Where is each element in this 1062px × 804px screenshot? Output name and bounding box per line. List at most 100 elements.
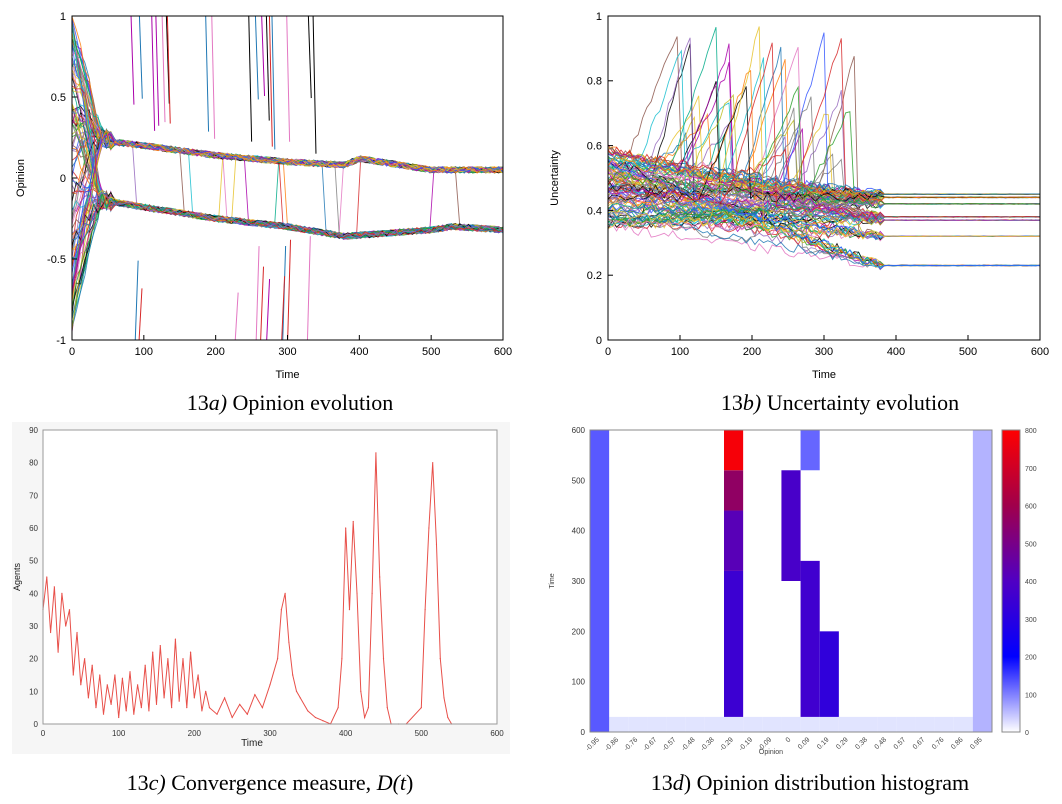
y-tick-label: 0 — [581, 728, 586, 737]
data-point — [136, 684, 139, 686]
y-tick-label: 0.4 — [587, 205, 602, 217]
data-point — [299, 697, 301, 699]
heat-band — [724, 570, 744, 717]
y-tick-label: 50 — [29, 557, 38, 566]
opinion-trajectory — [205, 16, 210, 132]
heat-cell — [915, 716, 935, 732]
data-point — [49, 631, 52, 634]
opinion-trajectory — [281, 276, 286, 340]
x-tick-label: 0.19 — [816, 736, 831, 751]
y-tick-label: 0.8 — [587, 76, 602, 88]
y-tick-label: 500 — [572, 476, 586, 485]
uncertainty-trajectory — [608, 153, 1040, 197]
caption-b: 13b) Uncertainty evolution — [720, 390, 960, 415]
y-tick-label: 0.2 — [587, 270, 602, 282]
x-tick-label: 400 — [350, 346, 368, 358]
uncertainty-trajectory — [608, 188, 1040, 224]
data-point — [167, 658, 169, 660]
opinion-trajectory — [72, 113, 503, 239]
data-point — [360, 690, 362, 692]
data-point — [61, 592, 63, 594]
opinion-trajectory — [138, 16, 143, 99]
chart-b-svg: 0 100 200 300 400 500 600 0 0.2 0.4 0.6 0.8 1 Time Unc… — [549, 11, 1049, 381]
opinion-trajectory — [234, 292, 239, 340]
x-tick-label: 400 — [887, 346, 905, 358]
heat-cell — [953, 716, 973, 732]
data-point — [53, 586, 55, 588]
data-point — [345, 527, 347, 529]
data-point — [447, 716, 449, 719]
data-point — [95, 707, 97, 709]
caption-c: 13c) Convergence measure, D(t) — [126, 770, 414, 795]
heat-cell — [819, 716, 839, 732]
x-tick-label: 0.09 — [797, 736, 812, 751]
plot-area — [43, 430, 497, 724]
data-point — [186, 707, 188, 709]
opinion-trajectory — [161, 16, 166, 123]
opinion-trajectory — [72, 130, 503, 173]
y-tick-label: 0 — [60, 173, 66, 185]
data-point — [205, 690, 207, 692]
heat-cell — [877, 716, 897, 732]
opinion-trajectory — [166, 16, 171, 124]
opinion-trajectory — [151, 16, 156, 131]
data-point — [197, 674, 199, 676]
data-point — [208, 707, 211, 709]
opinion-trajectory — [265, 16, 270, 121]
heat-cell — [781, 716, 801, 732]
uncertainty-trajectory — [608, 85, 1040, 209]
opinion-trajectory — [72, 56, 503, 174]
data-point — [189, 651, 192, 653]
data-point — [155, 703, 158, 705]
data-point — [288, 641, 290, 643]
colorbar-tick-label: 800 — [1025, 428, 1037, 435]
heat-cell — [934, 716, 954, 732]
opinion-trajectory — [72, 131, 503, 289]
colorbar-tick-label: 400 — [1025, 579, 1037, 586]
data-point — [439, 658, 441, 660]
x-tick-label: 0.29 — [835, 736, 850, 751]
heat-band — [724, 470, 744, 511]
heat-band — [781, 470, 801, 581]
colorbar-tick-label: 200 — [1025, 655, 1037, 662]
data-point — [102, 713, 105, 715]
y-tick-label: 0 — [34, 720, 39, 729]
opinion-trajectory — [72, 132, 503, 274]
data-point — [295, 690, 298, 692]
data-point — [314, 716, 316, 719]
opinion-trajectory — [72, 115, 503, 238]
data-point — [57, 651, 59, 653]
y-tick-label: 0.6 — [587, 140, 602, 152]
x-tick-label: 100 — [135, 346, 153, 358]
data-point — [65, 625, 67, 627]
opinion-trajectory — [260, 266, 265, 340]
opinion-trajectory — [155, 16, 160, 126]
opinion-trajectory — [72, 132, 503, 258]
opinion-trajectory — [72, 16, 503, 174]
x-tick-label: -0.48 — [680, 736, 696, 752]
chart-opinion-histogram: 0 100 200 300 400 500 600 -0.95 -0.86 -0.76 -0.67-… — [530, 420, 1062, 760]
y-axis-label: Uncertainty — [549, 150, 561, 206]
data-point — [133, 713, 135, 715]
x-tick-label: 600 — [494, 346, 512, 358]
x-tick-label: -0.95 — [585, 736, 601, 752]
y-tick-label: 90 — [29, 426, 38, 435]
x-tick-label: 0.67 — [912, 736, 927, 751]
data-point — [171, 707, 173, 709]
x-axis-label: Time — [275, 369, 299, 381]
data-point — [254, 694, 256, 696]
data-point — [356, 592, 358, 594]
y-tick-label: 80 — [29, 459, 38, 468]
heat-cell — [896, 716, 916, 732]
data-point — [246, 713, 248, 715]
x-tick-label: 0 — [785, 736, 793, 744]
heat-band — [590, 430, 610, 732]
x-tick-label: 300 — [815, 346, 833, 358]
opinion-trajectory — [287, 239, 292, 340]
data-point — [110, 703, 112, 705]
data-point — [341, 658, 343, 660]
y-tick-label: -0.5 — [47, 254, 66, 266]
caption-a: 13a) Opinion evolution — [186, 390, 394, 415]
x-tick-label: 0.57 — [893, 736, 908, 751]
data-point — [371, 592, 373, 594]
